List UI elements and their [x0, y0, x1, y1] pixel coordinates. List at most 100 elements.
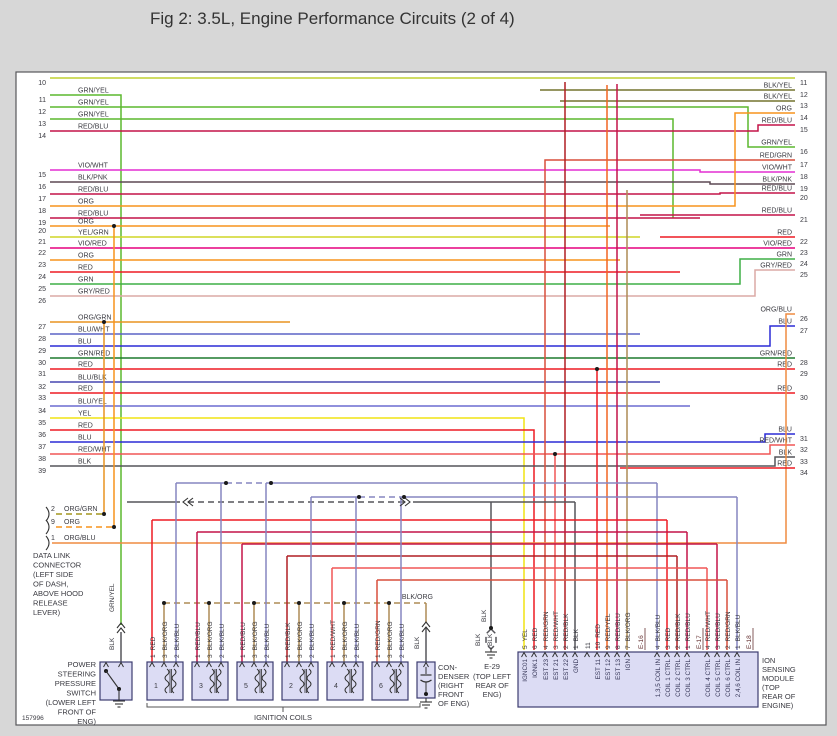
right-wire-label: GRN/YEL [761, 140, 792, 147]
connector-break-icon [182, 497, 189, 507]
module-pin-label: 10 RED [595, 624, 602, 649]
coil-number: 2 [289, 683, 293, 690]
dlc-wire-label: ORG [64, 519, 80, 526]
coil-pin-label: 1 RED/BLU [195, 622, 202, 658]
left-wire-label: YEL [78, 411, 91, 418]
left-pin-number: 13 [38, 121, 46, 128]
pin-arrow-icon [562, 651, 568, 658]
module-pin-label: 6 RED [532, 627, 539, 649]
pin-number: 7 [625, 645, 632, 649]
wire-color-label: GRN/YEL [109, 583, 116, 612]
dlc-note: (LEFT SIDE [33, 570, 73, 579]
left-pin-number: 30 [38, 360, 46, 367]
module-pin-label: 4 RED/WHT [705, 611, 712, 649]
ignition-coil-box [371, 661, 409, 701]
pin-number: 2 [174, 654, 181, 658]
left-pin-number: 34 [38, 408, 46, 415]
module-label: REAR OF [762, 692, 796, 701]
coil-pin-label: 2 BLK/BLU [309, 623, 316, 658]
pin-arrow-icon [308, 661, 314, 668]
right-pin-number: 19 [800, 186, 808, 193]
dlc-note: DATA LINK [33, 551, 70, 560]
wire-color-label: RED/BLU [240, 622, 247, 650]
ignition-coil-box [146, 661, 184, 701]
module-connector-label: E-16 [638, 635, 645, 649]
right-wire-label: ORG/BLU [760, 307, 792, 314]
right-pin-number: 26 [800, 316, 808, 323]
connector-break-icon [116, 622, 126, 629]
pin-arrow-icon [542, 651, 548, 658]
coil-pin-label: 2 BLK/BLU [399, 623, 406, 658]
right-wire-label: RED/GRN [760, 153, 792, 160]
pin-number: 3 [715, 645, 722, 649]
left-pin-number: 12 [38, 109, 46, 116]
left-wire-label: ORG [78, 199, 94, 206]
right-wire-label: ORG [776, 106, 792, 113]
left-pin-number: 35 [38, 420, 46, 427]
wire-color-label: BLK/ORG [297, 621, 304, 650]
wire-color-label: BLK/ORG [402, 594, 433, 601]
module-pin-label: 1 BLK/BLU [735, 614, 742, 649]
pin-arrow-icon [296, 661, 302, 668]
module-pin-label: 2 RED/GRN [725, 611, 732, 649]
ignition-coil-box [236, 661, 274, 701]
pin-number: 3 [252, 654, 259, 658]
left-pin-number: 23 [38, 262, 46, 269]
wire-color-label: BLK/ORG [387, 621, 394, 650]
right-pin-number: 29 [800, 371, 808, 378]
right-pin-number: 23 [800, 250, 808, 257]
coil-winding-icon [306, 668, 312, 694]
wire-color-label: BLK/BLU [735, 614, 742, 641]
right-wire-label: GRN [776, 252, 792, 259]
right-pin-number: 21 [800, 217, 808, 224]
module-signal-label: EST 13 [615, 659, 622, 680]
wire-color-label: BLK/ORG [207, 621, 214, 650]
connector-half-icon [45, 535, 50, 551]
wire-color-label: BLK/BLU [399, 623, 406, 650]
junction-dot [357, 495, 361, 499]
right-wire-label: VIO/WHT [762, 165, 793, 172]
pin-number: 3 [297, 654, 304, 658]
doc-number: 157996 [22, 715, 44, 722]
pin-number: 2 [399, 654, 406, 658]
wire-color-label: RED/WHT [553, 611, 560, 641]
coil-winding-icon [216, 668, 222, 694]
right-pin-number: 28 [800, 360, 808, 367]
dlc-pin-number: 2 [51, 506, 55, 513]
left-pin-number: 39 [38, 468, 46, 475]
pin-arrow-icon [218, 661, 224, 668]
module-pin-label: 3 RED/WHT [553, 611, 560, 649]
ps-switch-label: SWITCH [66, 689, 96, 698]
module-signal-label: GND [573, 659, 580, 673]
wire-color-label: RED/GRN [543, 611, 550, 641]
ps-switch-label: (LOWER LEFT [46, 698, 97, 707]
module-pin-label: 1 RED/BLU [685, 613, 692, 649]
condenser-label: CON- [438, 663, 458, 672]
right-wire-label: RED/WHT [759, 438, 792, 445]
right-pin-number: 24 [800, 261, 808, 268]
right-pin-number: 15 [800, 127, 808, 134]
left-wire-label: VIO/WHT [78, 163, 109, 170]
left-wire-label: BLU/YEL [78, 399, 107, 406]
junction-dot [489, 626, 493, 630]
left-pin-number: 26 [38, 298, 46, 305]
pin-arrow-icon [572, 651, 578, 658]
right-wire-label: RED/BLU [762, 186, 792, 193]
junction-dot [207, 601, 211, 605]
module-signal-label: COIL 2 CTRL [675, 659, 682, 697]
wire-color-label: RED [150, 636, 157, 650]
pin-number: 2 [675, 645, 682, 649]
wire [50, 124, 795, 132]
module-signal-label: IONK1 [532, 659, 539, 678]
connector-break-icon [399, 497, 406, 507]
left-pin-number: 19 [38, 220, 46, 227]
wire [50, 169, 795, 173]
module-signal-label: COIL 5 CTRL [715, 659, 722, 697]
wire-color-label: RED [665, 627, 672, 641]
connector-break-icon [404, 497, 411, 507]
pin-arrow-icon [149, 661, 155, 668]
wire [50, 456, 795, 467]
right-pin-number: 30 [800, 395, 808, 402]
left-wire-label: GRN/YEL [78, 100, 109, 107]
left-wire-label: GRN [78, 277, 94, 284]
